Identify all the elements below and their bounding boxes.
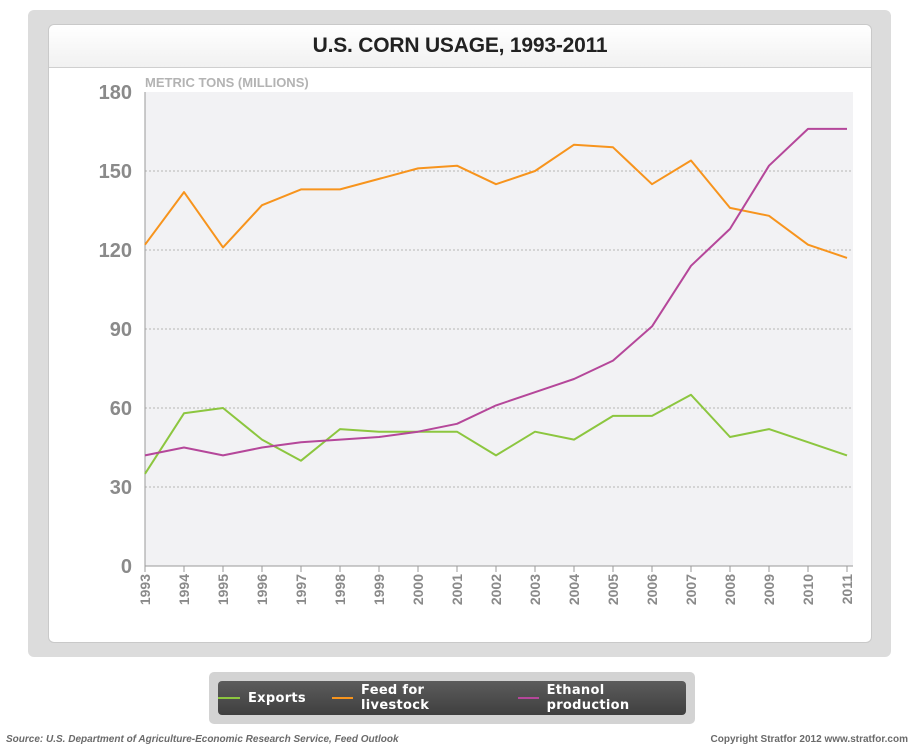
x-tick-label: 1994	[176, 574, 192, 605]
x-tick-label: 1995	[215, 574, 231, 605]
legend-swatch	[517, 697, 539, 699]
x-tick-label: 2003	[527, 574, 543, 605]
y-tick-label: 150	[99, 161, 132, 183]
copyright-note: Copyright Stratfor 2012 www.stratfor.com	[710, 734, 908, 745]
legend-label: Exports	[248, 690, 306, 706]
x-tick-label: 2005	[605, 574, 621, 605]
legend-item: Exports	[218, 691, 306, 706]
series-line-feed-for-livestock	[144, 143, 848, 259]
x-tick-label: 2001	[449, 574, 465, 605]
series-line-exports	[144, 393, 848, 475]
source-note: Source: U.S. Department of Agriculture-E…	[6, 734, 399, 745]
y-axis-label: METRIC TONS (MILLIONS)	[145, 75, 309, 90]
x-tick-label: 2011	[839, 574, 855, 605]
y-tick-label: 120	[99, 240, 132, 262]
legend-swatch	[218, 697, 240, 699]
y-tick-label: 0	[121, 556, 132, 578]
series-line-ethanol-production	[144, 127, 847, 457]
x-tick-label: 2004	[566, 574, 582, 605]
x-tick-label: 2009	[761, 574, 777, 605]
line-chart: 0 30 60 90 120 150 180 METRIC TONS (MILLIONS) 19…	[99, 75, 855, 605]
x-tick-label: 1993	[137, 574, 153, 605]
x-tick-label: 2010	[800, 574, 816, 605]
x-tick-label: 2008	[722, 574, 738, 605]
x-tick-label: 2006	[644, 574, 660, 605]
legend: Exports Feed for livestock Ethanol product…	[209, 672, 695, 724]
y-tick-label: 60	[110, 398, 132, 420]
legend-swatch	[331, 697, 354, 699]
x-tick-label: 1996	[254, 574, 270, 605]
x-tick-label: 1998	[332, 574, 348, 605]
legend-label: Ethanol production	[546, 683, 630, 713]
chart-title: U.S. CORN USAGE, 1993-2011	[312, 34, 608, 57]
x-tick-label: 1999	[371, 574, 387, 605]
y-tick-label: 180	[99, 82, 132, 104]
title-bar: U.S. CORN USAGE, 1993-2011	[49, 25, 871, 68]
legend-item: Ethanol production	[517, 683, 686, 713]
x-tick-label: 1997	[293, 574, 309, 605]
y-tick-label: 90	[110, 319, 132, 341]
x-tick-label: 2002	[488, 574, 504, 605]
legend-bar: Exports Feed for livestock Ethanol product…	[218, 681, 686, 715]
legend-label: Feed for livestock	[361, 683, 430, 713]
legend-item: Feed for livestock	[331, 683, 492, 713]
x-tick-label: 2007	[683, 574, 699, 605]
y-tick-label: 30	[110, 477, 132, 499]
x-tick-label: 2000	[410, 574, 426, 605]
